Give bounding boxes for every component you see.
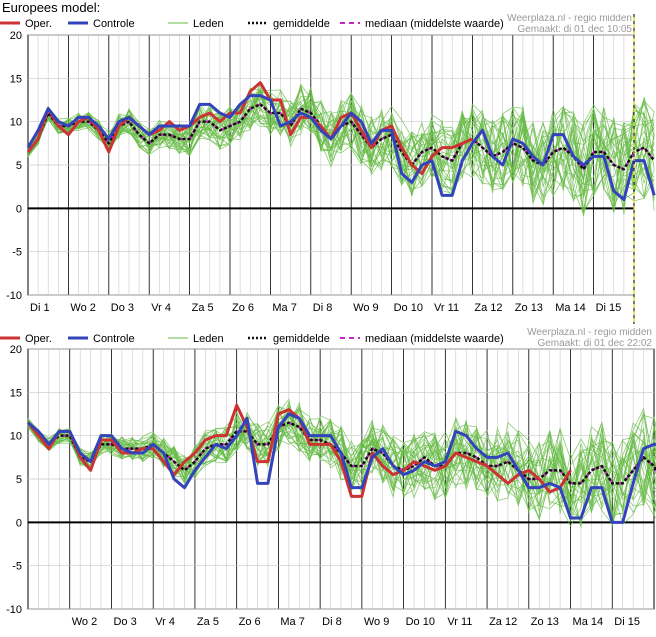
member-line [27, 93, 655, 206]
legend-label-oper: Oper. [25, 333, 52, 345]
x-day-label: Di 8 [322, 616, 342, 628]
x-day-label: Do 3 [111, 302, 134, 314]
x-day-label: Ma 14 [555, 302, 586, 314]
y-tick-label: 0 [16, 203, 22, 215]
series-gemiddelde [27, 421, 656, 485]
legend: Oper. Controle Leden gemiddelde mediaan (mid… [0, 333, 504, 345]
legend: Oper. Controle Leden gemiddelde mediaan (mid… [0, 18, 504, 30]
page-title: Europees model: [2, 0, 101, 15]
legend-label-gemiddelde: gemiddelde [273, 333, 330, 345]
y-tick-label: 15 [10, 73, 22, 85]
x-day-label: Zo 6 [239, 616, 261, 628]
legend-label-controle: Controle [93, 333, 135, 345]
legend-label-gemiddelde: gemiddelde [273, 18, 330, 30]
x-day-label: Di 15 [614, 616, 640, 628]
x-day-label: Vr 4 [151, 302, 171, 314]
x-day-label: Vr 11 [447, 616, 472, 628]
x-day-label: Di 1 [30, 302, 50, 314]
y-tick-label: 5 [16, 160, 22, 172]
y-tick-label: 10 [10, 431, 22, 443]
x-day-label: Ma 7 [272, 302, 296, 314]
x-day-label: Do 10 [394, 302, 423, 314]
legend-label-leden: Leden [193, 18, 224, 30]
x-day-label: Do 3 [113, 616, 136, 628]
legend-label-mediaan-middelste-waarde: mediaan (middelste waarde) [365, 18, 504, 30]
made-note: Gemaakt: di 01 dec 22:02 [537, 338, 652, 349]
x-day-label: Vr 11 [434, 302, 459, 314]
x-day-label: Za 12 [489, 616, 517, 628]
series-controle [26, 94, 656, 202]
grid [28, 348, 654, 610]
series-oper [26, 81, 473, 176]
y-tick-label: -5 [12, 247, 22, 259]
x-day-label: Za 5 [197, 616, 219, 628]
source-note: Weerplaza.nl - regio midden [527, 328, 652, 338]
y-tick-label: -10 [6, 604, 22, 616]
y-tick-label: 0 [16, 517, 22, 529]
x-day-label: Di 15 [596, 302, 622, 314]
member-line [27, 92, 655, 209]
legend-label-oper: Oper. [25, 18, 52, 30]
y-tick-label: 20 [10, 30, 22, 42]
x-day-label: Za 12 [474, 302, 502, 314]
member-line [27, 417, 656, 506]
member-line [27, 102, 655, 213]
x-day-label: Wo 9 [364, 616, 389, 628]
x-day-label: Vr 4 [155, 616, 175, 628]
y-tick-label: 20 [10, 344, 22, 356]
x-day-label: Zo 13 [531, 616, 559, 628]
temperature-chart-bottom: 20 15 10 5 0 -5 -10 Wo 2 Do 3 Vr 4 Za 5 Zo 6 Ma 7 Di … [0, 328, 656, 628]
x-day-label: Wo 9 [353, 302, 378, 314]
member-line [27, 95, 655, 209]
series-controle [27, 412, 656, 524]
x-day-label: Do 10 [406, 616, 435, 628]
x-day-label: Zo 13 [515, 302, 543, 314]
x-day-label: Ma 7 [280, 616, 304, 628]
x-day-label: Wo 2 [72, 616, 97, 628]
made-note: Gemaakt: di 01 dec 10:05 [517, 24, 632, 35]
source-note: Weerplaza.nl - regio midden [507, 14, 632, 24]
x-day-label: Zo 6 [232, 302, 254, 314]
legend-label-controle: Controle [93, 18, 135, 30]
temperature-chart-top: 20 15 10 5 0 -5 -10 Di 1 Wo 2 Do 3 Vr 4 Za 5 Zo 6 Ma … [0, 14, 656, 324]
x-day-label: Ma 14 [573, 616, 604, 628]
legend-label-mediaan-middelste-waarde: mediaan (middelste waarde) [365, 333, 504, 345]
legend-label-leden: Leden [193, 333, 224, 345]
x-day-label: Za 5 [192, 302, 214, 314]
y-tick-label: 5 [16, 474, 22, 486]
x-day-label: Di 8 [313, 302, 333, 314]
y-tick-label: 10 [10, 117, 22, 129]
x-day-label: Wo 2 [70, 302, 95, 314]
y-tick-label: -10 [6, 290, 22, 302]
y-tick-label: 15 [10, 387, 22, 399]
y-tick-label: -5 [12, 561, 22, 573]
